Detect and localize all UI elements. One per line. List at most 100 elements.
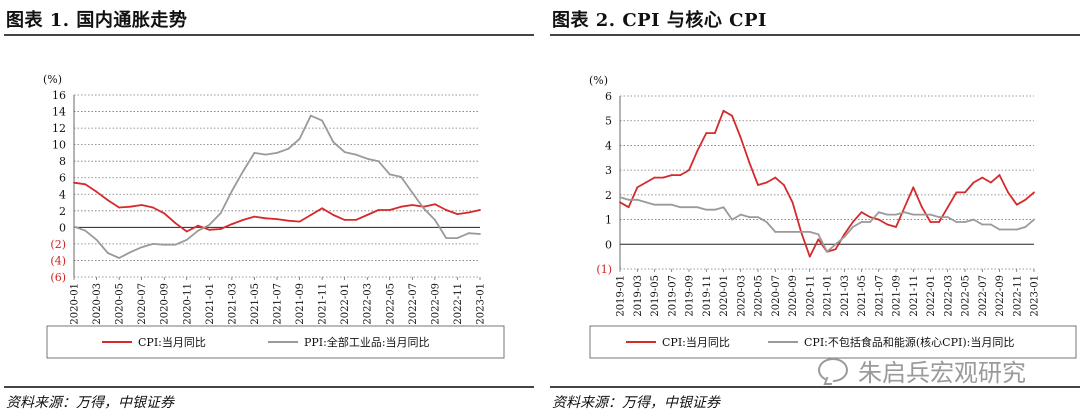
x-tick-label: 2020-07 (137, 283, 148, 325)
x-tick-label: 2021-03 (227, 283, 238, 325)
x-tick-label: 2022-05 (961, 275, 972, 317)
data-point-gray (723, 206, 725, 208)
x-tick-label: 2022-03 (363, 283, 374, 325)
data-point-red (723, 110, 725, 112)
inflation-line-chart: (%) 16 14 12 10 8 6 4 2 0 (2) (4) (6) 2020-01 2020-03 2… (0, 40, 534, 366)
data-point-gray (96, 239, 98, 241)
data-point-gray (955, 221, 957, 223)
series-line-red (74, 183, 480, 232)
data-point-gray (800, 231, 802, 233)
data-point-gray (231, 190, 233, 192)
x-tick-label: 2022-09 (995, 275, 1006, 317)
y-tick-label: (1) (596, 263, 612, 276)
data-point-red (220, 228, 222, 230)
data-point-red (434, 203, 436, 205)
y-axis-unit-label: (%) (43, 73, 62, 86)
data-point-gray (423, 207, 425, 209)
x-tick-label: 2019-03 (633, 275, 644, 317)
data-point-gray (705, 209, 707, 211)
data-point-gray (731, 219, 733, 221)
data-point-red (468, 212, 470, 214)
x-tick-label: 2021-07 (874, 275, 885, 317)
data-point-gray (783, 231, 785, 233)
data-point-gray (1033, 219, 1035, 221)
data-point-red (999, 174, 1001, 176)
data-point-red (636, 187, 638, 189)
data-point-gray (344, 151, 346, 153)
data-point-red (231, 223, 233, 225)
data-point-red (1007, 191, 1009, 193)
chart-panel-inflation: 图表 1. 国内通胀走势 (%) 16 14 12 10 8 6 4 2 0 (2) (4) (6) 20… (0, 0, 534, 418)
x-tick-label: 2020-09 (788, 275, 799, 317)
data-point-red (400, 206, 402, 208)
y-tick-label: 14 (52, 106, 66, 119)
y-tick-label: 3 (605, 164, 612, 177)
x-tick-label: 2022-01 (926, 275, 937, 317)
data-point-gray (654, 204, 656, 206)
y-axis-unit-label: (%) (589, 74, 608, 87)
data-point-gray (1016, 229, 1018, 231)
data-point-gray (321, 120, 323, 122)
data-point-red (107, 199, 109, 201)
data-point-gray (197, 230, 199, 232)
data-point-red (411, 204, 413, 206)
data-point-red (964, 191, 966, 193)
data-point-red (152, 207, 154, 209)
data-point-gray (628, 199, 630, 201)
y-tick-label: 6 (605, 90, 612, 103)
data-point-gray (697, 206, 699, 208)
data-point-gray (355, 154, 357, 156)
x-tick-label: 2023-01 (476, 283, 487, 325)
data-point-red (930, 221, 932, 223)
data-point-red (835, 248, 837, 250)
x-tick-label: 2020-03 (92, 283, 103, 325)
data-point-gray (817, 234, 819, 236)
data-point-red (921, 206, 923, 208)
data-point-red (310, 214, 312, 216)
data-point-gray (636, 199, 638, 201)
data-point-red (242, 219, 244, 221)
data-point-red (852, 221, 854, 223)
data-point-gray (129, 251, 131, 253)
data-point-gray (714, 209, 716, 211)
data-point-gray (740, 214, 742, 216)
x-tick-label: 2022-07 (978, 275, 989, 317)
x-tick-label: 2021-07 (273, 283, 284, 325)
data-point-red (141, 204, 143, 206)
x-tick-label: 2019-01 (616, 275, 627, 317)
data-point-red (714, 132, 716, 134)
data-point-gray (861, 221, 863, 223)
x-tick-label: 2020-11 (182, 283, 193, 325)
title-rule (4, 34, 534, 36)
data-point-gray (118, 257, 120, 259)
data-point-gray (645, 201, 647, 203)
data-point-red (84, 183, 86, 185)
x-tick-label: 2020-07 (771, 275, 782, 317)
data-point-red (748, 162, 750, 164)
x-tick-label: 2020-01 (719, 275, 730, 317)
data-point-red (366, 214, 368, 216)
y-tick-label: 16 (52, 89, 66, 102)
data-point-red (175, 222, 177, 224)
x-tick-label: 2022-11 (453, 283, 464, 325)
data-point-red (947, 206, 949, 208)
data-point-red (445, 209, 447, 211)
y-tick-label: 12 (52, 122, 66, 135)
data-point-gray (411, 192, 413, 194)
data-point-gray (869, 221, 871, 223)
data-point-red (129, 206, 131, 208)
data-point-gray (757, 216, 759, 218)
watermark-text: 朱启兵宏观研究 (858, 353, 1026, 388)
data-point-gray (990, 224, 992, 226)
data-point-gray (662, 204, 664, 206)
data-point-gray (468, 232, 470, 234)
data-point-red (679, 174, 681, 176)
y-tick-label: (4) (50, 254, 66, 267)
data-point-gray (434, 219, 436, 221)
x-tick-label: 2019-05 (650, 275, 661, 317)
data-point-gray (835, 243, 837, 245)
data-point-gray (792, 231, 794, 233)
data-point-gray (276, 152, 278, 154)
data-point-gray (366, 158, 368, 160)
data-point-red (1016, 204, 1018, 206)
